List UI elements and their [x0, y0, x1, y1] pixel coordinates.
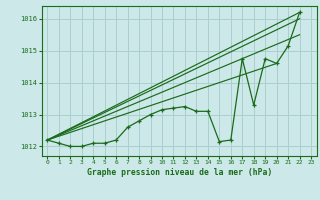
X-axis label: Graphe pression niveau de la mer (hPa): Graphe pression niveau de la mer (hPa) — [87, 168, 272, 177]
